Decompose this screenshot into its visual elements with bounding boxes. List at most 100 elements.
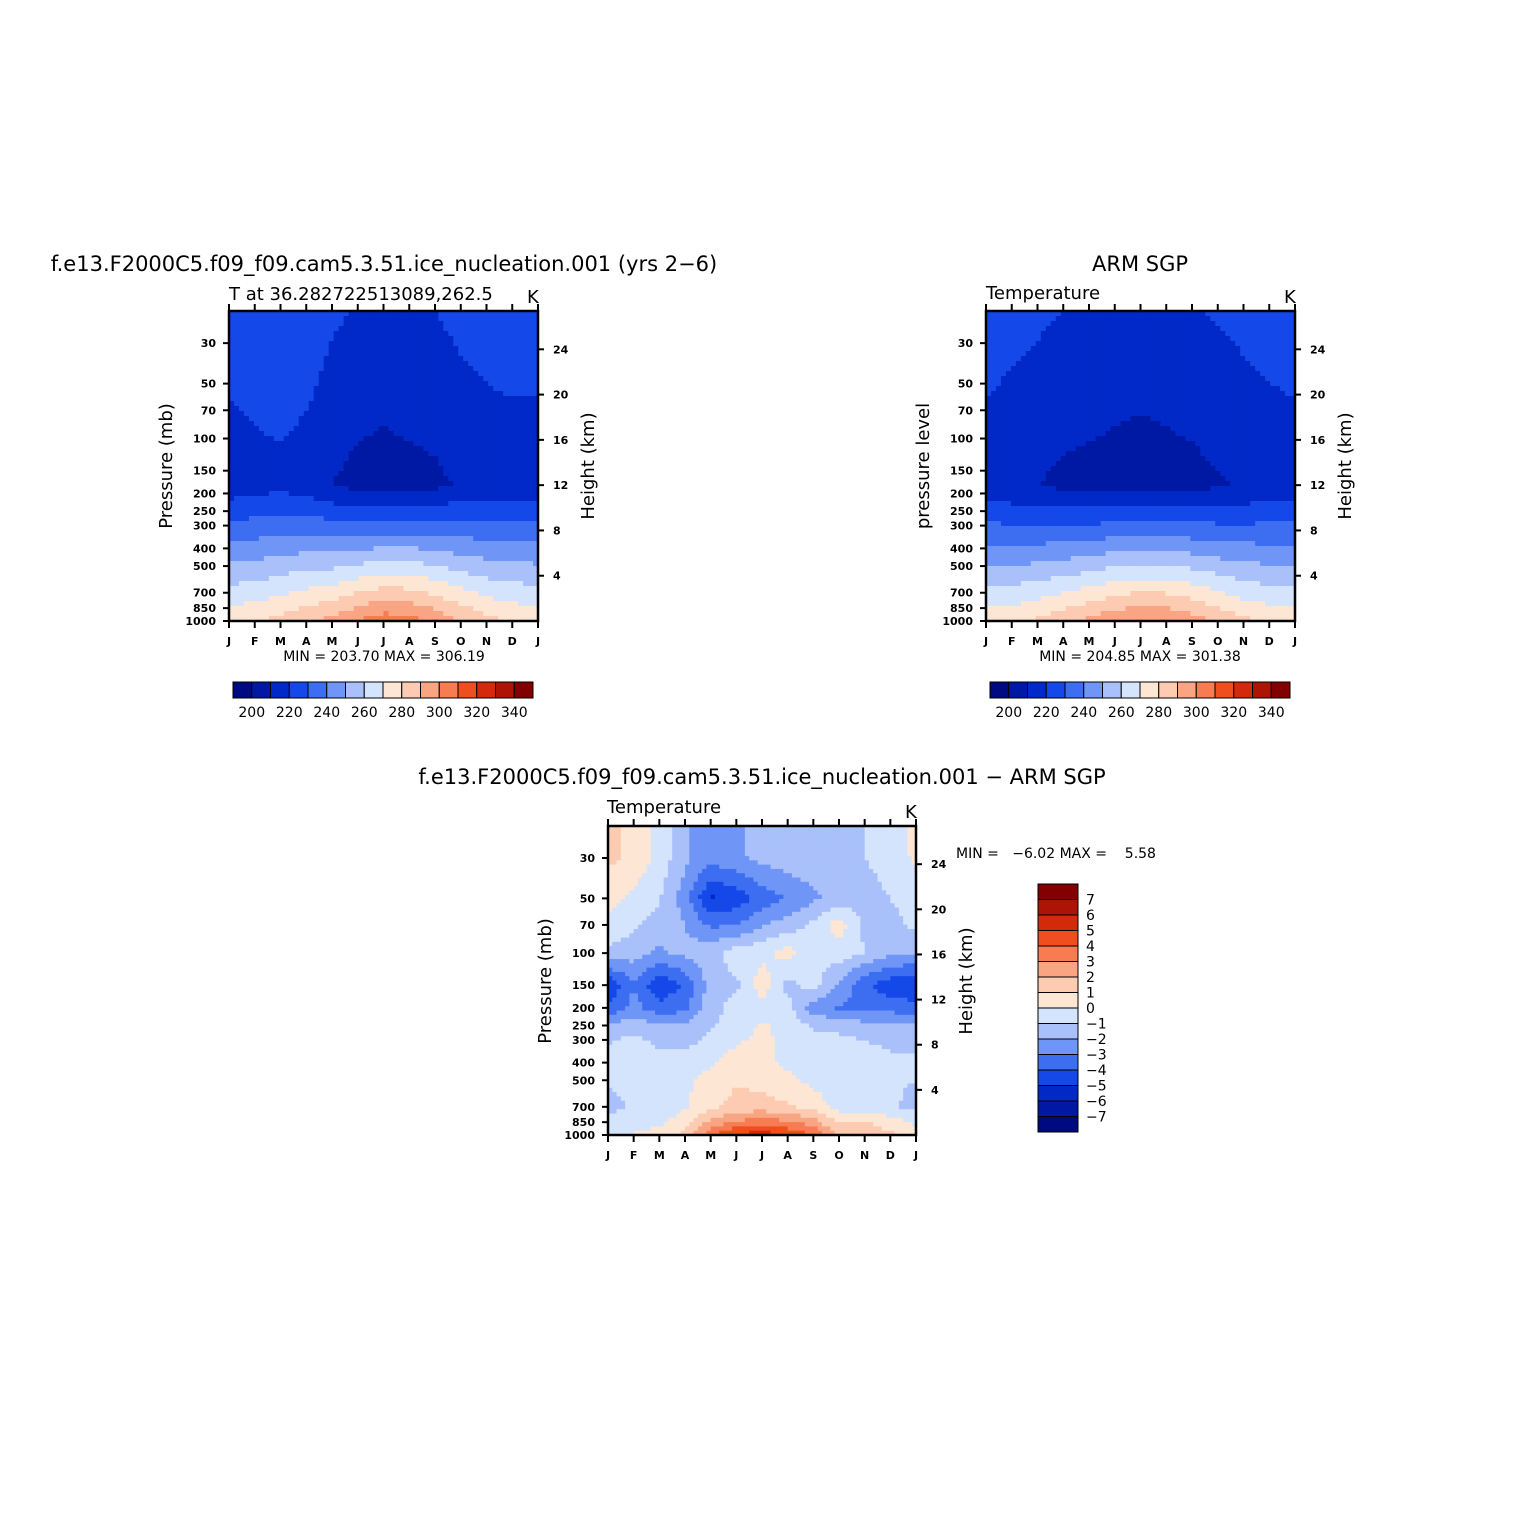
contour-cell <box>513 581 519 587</box>
contour-cell <box>413 331 419 337</box>
contour-cell <box>238 406 245 412</box>
contour-cell <box>503 436 509 442</box>
contour-cell <box>1035 371 1042 377</box>
contour-cell <box>238 491 245 497</box>
contour-cell <box>503 346 509 352</box>
contour-cell <box>1055 321 1062 327</box>
contour-cell <box>1200 316 1206 322</box>
contour-cell <box>1245 381 1251 387</box>
contour-cell <box>333 321 340 327</box>
contour-cell <box>253 366 260 372</box>
contour-cell <box>448 526 454 532</box>
contour-cell <box>318 336 325 342</box>
contour-cell <box>433 581 439 587</box>
contour-cell <box>288 541 295 547</box>
contour-cell <box>513 546 519 552</box>
contour-cell <box>363 526 370 532</box>
contour-cell <box>513 596 519 602</box>
contour-cell <box>303 461 310 467</box>
contour-cell <box>423 461 429 467</box>
contour-cell <box>318 486 325 492</box>
contour-cell <box>318 316 325 322</box>
contour-cell <box>283 571 290 577</box>
contour-cell <box>243 446 250 452</box>
contour-cell <box>298 521 305 527</box>
contour-cell <box>1080 336 1087 342</box>
contour-cell <box>990 356 997 362</box>
contour-cell <box>308 321 315 327</box>
contour-cell <box>293 351 300 357</box>
contour-cell <box>353 486 360 492</box>
contour-cell <box>493 391 499 397</box>
contour-cell <box>243 581 250 587</box>
contour-cell <box>308 381 315 387</box>
contour-cell <box>413 611 419 617</box>
contour-cell <box>1155 351 1162 357</box>
contour-cell <box>1205 381 1211 387</box>
contour-cell <box>1150 351 1157 357</box>
contour-cell <box>428 491 434 497</box>
contour-cell <box>488 491 494 497</box>
contour-cell <box>398 366 405 372</box>
contour-cell <box>403 401 410 407</box>
contour-cell <box>243 376 250 382</box>
contour-cell <box>493 401 499 407</box>
contour-cell <box>1105 381 1112 387</box>
contour-cell <box>1040 336 1047 342</box>
contour-cell <box>1100 321 1107 327</box>
contour-cell <box>263 321 270 327</box>
contour-cell <box>403 576 410 582</box>
contour-cell <box>1170 366 1176 372</box>
contour-cell <box>453 561 459 567</box>
contour-cell <box>333 391 340 397</box>
contour-cell <box>508 411 514 417</box>
contour-cell <box>358 446 365 452</box>
contour-cell <box>358 551 365 557</box>
contour-cell <box>398 481 405 487</box>
contour-cell <box>453 431 459 437</box>
contour-cell <box>528 401 534 407</box>
contour-cell <box>1210 356 1216 362</box>
contour-cell <box>268 391 275 397</box>
contour-cell <box>229 426 235 432</box>
contour-cell <box>448 341 454 347</box>
contour-cell <box>1245 386 1251 392</box>
contour-cell <box>303 391 310 397</box>
contour-cell <box>243 601 250 607</box>
contour-cell <box>408 441 414 447</box>
contour-cell <box>233 341 240 347</box>
contour-cell <box>1270 326 1276 332</box>
y-tick-label-left: 150 <box>193 465 216 478</box>
contour-cell <box>493 351 499 357</box>
contour-cell <box>1210 331 1216 337</box>
contour-cell <box>1240 316 1246 322</box>
contour-cell <box>473 581 479 587</box>
contour-cell <box>263 611 270 617</box>
contour-cell <box>408 611 414 617</box>
contour-cell <box>268 501 275 507</box>
contour-cell <box>233 461 240 467</box>
contour-cell <box>263 341 270 347</box>
contour-cell <box>348 311 355 317</box>
contour-cell <box>253 576 260 582</box>
contour-cell <box>498 516 504 522</box>
contour-cell <box>383 326 390 332</box>
contour-cell <box>458 446 464 452</box>
contour-cell <box>268 481 275 487</box>
contour-cell <box>448 346 454 352</box>
contour-cell <box>408 471 414 477</box>
contour-cell <box>523 476 529 482</box>
contour-cell <box>458 511 464 517</box>
contour-cell <box>423 351 429 357</box>
contour-cell <box>338 371 345 377</box>
contour-cell <box>488 556 494 562</box>
contour-cell <box>1000 391 1007 397</box>
contour-cell <box>318 566 325 572</box>
contour-cell <box>318 456 325 462</box>
contour-cell <box>368 606 375 612</box>
contour-cell <box>378 506 385 512</box>
contour-cell <box>338 391 345 397</box>
contour-cell <box>388 311 395 317</box>
contour-cell <box>323 356 330 362</box>
contour-cell <box>468 381 474 387</box>
